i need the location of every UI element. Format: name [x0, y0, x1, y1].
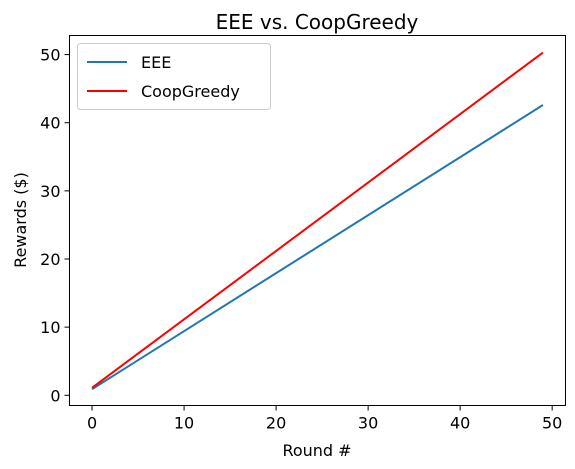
- y-tick-label: 30: [40, 182, 60, 201]
- y-axis: 0 10 20 30 40 50: [40, 46, 70, 405]
- series-line-eee: [91, 104, 544, 390]
- y-tick-label: 20: [40, 250, 60, 269]
- plot-frame: [69, 35, 566, 406]
- x-tick-label: 10: [174, 414, 194, 433]
- x-tick-label: 20: [266, 414, 286, 433]
- y-axis-label: Rewards ($): [11, 172, 30, 268]
- legend-label-coopgreedy: CoopGreedy: [141, 82, 240, 101]
- legend: EEE CoopGreedy: [77, 43, 271, 110]
- series-layer: [91, 51, 544, 390]
- y-tick-label: 50: [40, 46, 60, 65]
- legend-label-eee: EEE: [141, 53, 171, 72]
- legend-box: [77, 43, 271, 110]
- x-axis: 0 10 20 30 40 50: [87, 405, 562, 433]
- x-tick-label: 30: [358, 414, 378, 433]
- chart-title: EEE vs. CoopGreedy: [216, 10, 419, 34]
- y-tick-label: 10: [40, 318, 60, 337]
- y-tick-label: 40: [40, 114, 60, 133]
- x-tick-label: 40: [450, 414, 470, 433]
- y-tick-label: 0: [50, 386, 60, 405]
- x-tick-label: 50: [542, 414, 562, 433]
- plot-area: 0 10 20 30 40 50 0 10 20 30 40 50: [40, 35, 566, 433]
- x-tick-label: 0: [87, 414, 97, 433]
- x-axis-label: Round #: [282, 441, 351, 460]
- series-line-coopgreedy: [91, 51, 544, 389]
